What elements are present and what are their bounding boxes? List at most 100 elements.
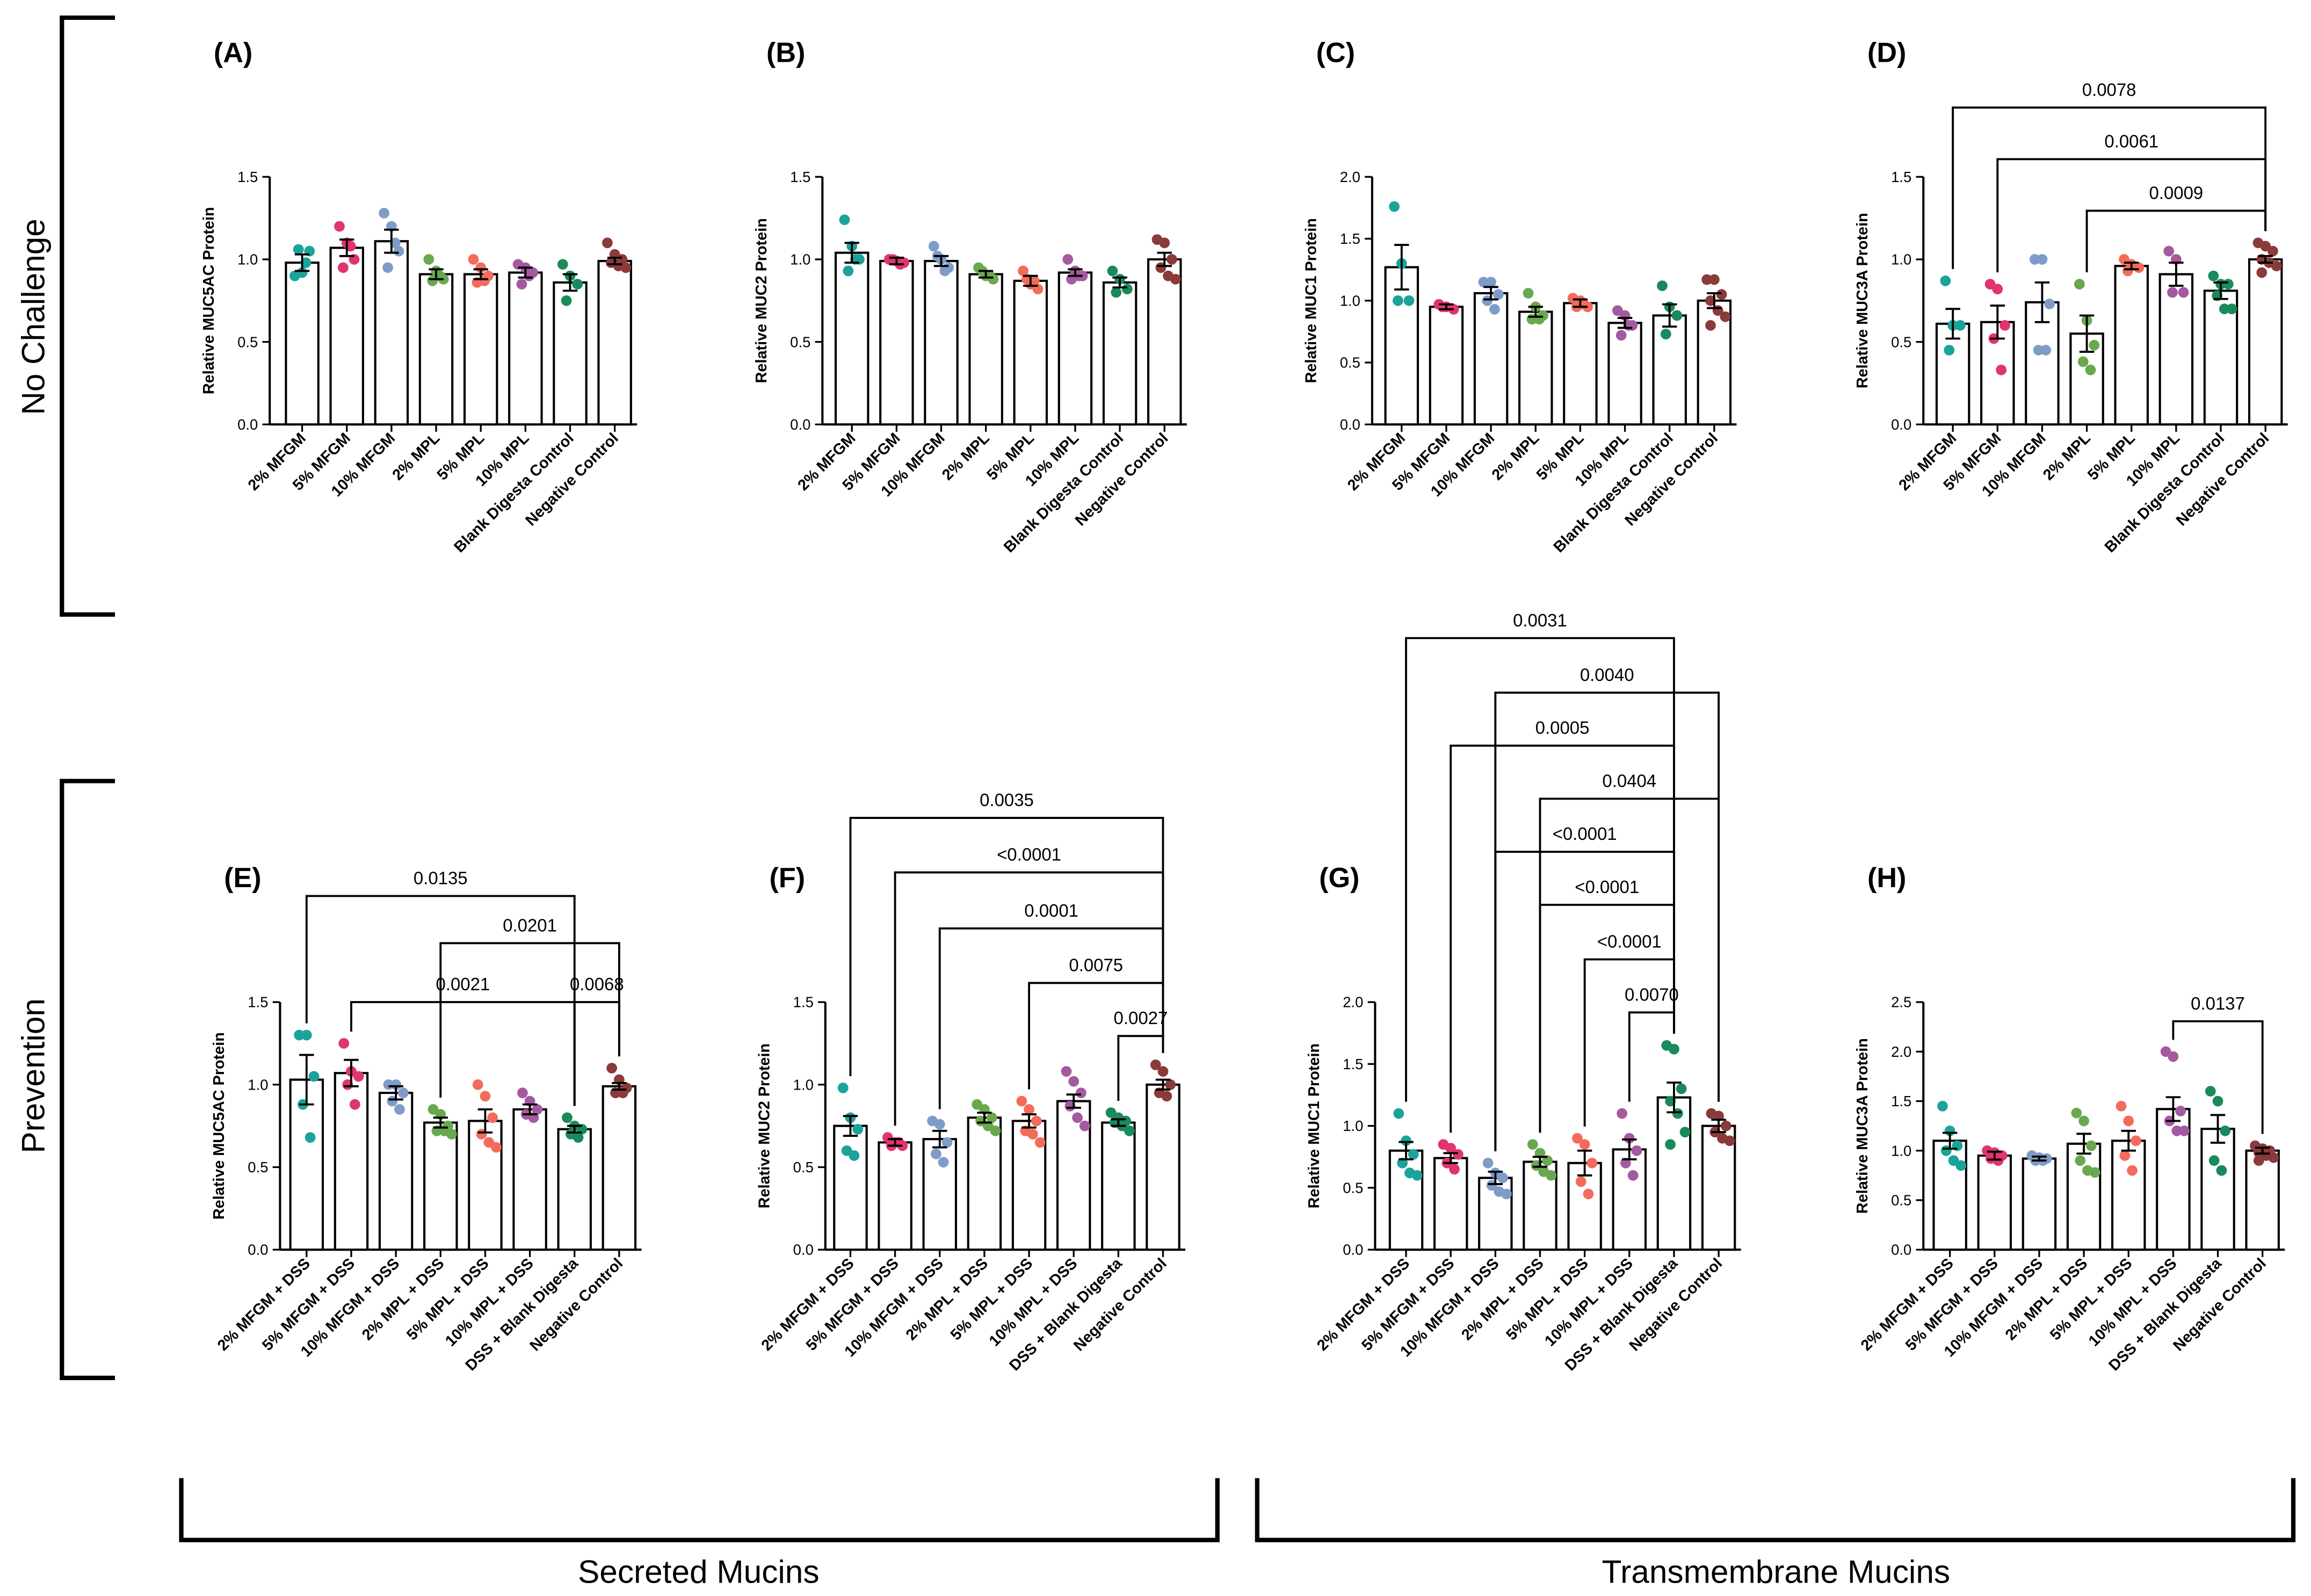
- data-point: [1672, 1108, 1683, 1119]
- data-point: [1068, 1076, 1080, 1087]
- error-bar: [887, 1138, 903, 1147]
- x-tick-label: 2% MPL + DSS: [1458, 1255, 1547, 1344]
- data-point: [2123, 1115, 2134, 1127]
- y-tick-label: 1.5: [1891, 169, 1911, 185]
- y-tick-label: 2.0: [1340, 169, 1360, 185]
- data-point: [308, 1071, 320, 1082]
- data-point: [1016, 1096, 1027, 1107]
- data-point: [1631, 1145, 1642, 1156]
- data-point: [1992, 284, 2003, 295]
- data-point: [1937, 1100, 1948, 1112]
- error-bar: [2034, 281, 2050, 323]
- bar: [1101, 1121, 1136, 1251]
- data-point: [1411, 1170, 1423, 1181]
- bar: [2248, 258, 2283, 426]
- error-bar: [522, 1103, 538, 1115]
- data-point: [1497, 1172, 1508, 1184]
- error-bar: [1022, 1113, 1037, 1129]
- bar: [1567, 1162, 1602, 1251]
- error-bar: [612, 1082, 627, 1091]
- error-bar: [2258, 255, 2273, 264]
- data-point: [1615, 330, 1627, 341]
- data-point: [353, 1071, 364, 1082]
- data-point: [557, 259, 568, 270]
- data-point: [1397, 1157, 1408, 1169]
- data-point: [1572, 1133, 1583, 1144]
- data-point: [301, 1029, 312, 1041]
- panel: (G) Relative MUC1 Protein 0.0 0.5 1.0 1.5 2.0 2…: [1306, 610, 1741, 1374]
- x-tick-label: 2% MPL + DSS: [2002, 1255, 2091, 1344]
- data-point: [2075, 1155, 2086, 1166]
- y-tick-label: 1.0: [1340, 292, 1360, 309]
- data-point: [1393, 295, 1403, 306]
- data-point: [423, 254, 434, 265]
- error-bar: [607, 256, 622, 266]
- row-label: No Challenge: [15, 219, 51, 415]
- bar: [1388, 1149, 1424, 1251]
- data-point: [1159, 237, 1170, 249]
- y-tick-label: 1.5: [237, 169, 258, 185]
- y-tick-label: 1.0: [248, 1076, 268, 1093]
- panel-label: (B): [766, 37, 805, 68]
- panel: (A) Relative MUC5AC Protein 0.0 0.5 1.0 1.5 2%…: [200, 37, 637, 556]
- column-label: Transmembrane Mucins: [1602, 1553, 1951, 1590]
- data-point: [1393, 1108, 1404, 1119]
- error-bar: [1667, 1081, 1682, 1114]
- data-point: [562, 1112, 573, 1123]
- data-point: [1546, 1170, 1556, 1181]
- data-point: [379, 208, 390, 219]
- y-tick-label: 0.0: [237, 416, 258, 433]
- p-value-label: 0.0009: [2149, 183, 2204, 202]
- data-point: [1955, 1160, 1967, 1171]
- data-point: [1107, 265, 1118, 277]
- data-point: [334, 221, 345, 232]
- bar: [1473, 292, 1509, 426]
- y-tick-label: 0.0: [1891, 1242, 1911, 1258]
- data-point: [1165, 1079, 1176, 1090]
- data-point: [2219, 303, 2230, 315]
- data-point: [2253, 1155, 2264, 1166]
- data-point: [931, 1148, 941, 1159]
- row-bracket: [60, 15, 115, 617]
- y-axis-label: Relative MUC3A Protein: [1854, 1038, 1871, 1214]
- data-point: [1408, 1149, 1419, 1160]
- bar: [2022, 1157, 2057, 1251]
- data-point: [1448, 304, 1459, 315]
- data-point: [1701, 274, 1712, 285]
- data-point: [1389, 201, 1400, 212]
- y-tick-label: 1.5: [790, 169, 810, 185]
- y-axis-label: Relative MUC5AC Protein: [211, 1032, 228, 1220]
- data-point: [2216, 1165, 2227, 1176]
- error-bar: [567, 1125, 582, 1134]
- data-point: [1534, 1148, 1546, 1159]
- x-tick-label: 5% MPL + DSS: [947, 1255, 1036, 1344]
- data-point: [2074, 279, 2085, 289]
- error-bar: [388, 1085, 403, 1101]
- data-point: [1944, 345, 1955, 356]
- y-axis-label: Relative MUC3A Protein: [1854, 213, 1871, 388]
- data-point: [1024, 1104, 1034, 1115]
- data-point: [446, 1129, 457, 1140]
- data-point: [1940, 275, 1951, 286]
- data-point: [1671, 310, 1683, 321]
- p-value-label: 0.0027: [1114, 1008, 1168, 1028]
- bar: [968, 273, 1003, 426]
- data-point: [1124, 1125, 1135, 1136]
- data-point: [1449, 1164, 1460, 1175]
- error-bar: [1155, 1078, 1171, 1091]
- data-point: [349, 1099, 360, 1110]
- panel: (E) Relative MUC5AC Protein 0.0 0.5 1.0 1.5 2%…: [211, 862, 642, 1374]
- data-point: [572, 279, 583, 289]
- data-point: [1657, 280, 1668, 292]
- data-point: [480, 1091, 491, 1102]
- y-tick-label: 0.0: [1343, 1242, 1363, 1258]
- data-point: [1061, 1066, 1072, 1077]
- data-point: [2078, 1115, 2089, 1127]
- error-bar: [889, 256, 904, 266]
- error-bar: [1443, 1152, 1458, 1164]
- y-tick-label: 0.0: [793, 1242, 814, 1258]
- data-point: [2127, 1165, 2138, 1176]
- y-tick-label: 0.0: [1891, 416, 1911, 433]
- x-tick-label: 2% MPL: [389, 430, 444, 484]
